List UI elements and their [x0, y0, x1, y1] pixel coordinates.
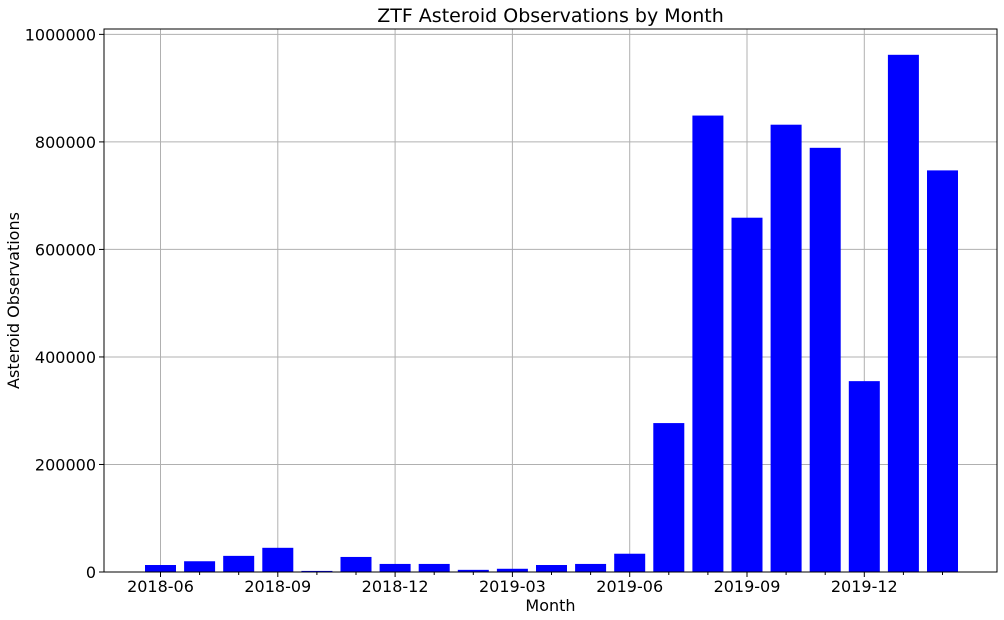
bar-2018-10: [301, 570, 333, 572]
bars: [145, 54, 958, 573]
bar-2018-12: [379, 563, 411, 572]
bar-2018-11: [340, 556, 372, 572]
y-tick-label: 200000: [35, 455, 96, 474]
bar-2019-05: [575, 563, 607, 572]
bar-2019-11: [809, 147, 841, 572]
y-tick-label: 0: [86, 563, 96, 582]
x-tick-label: 2019-06: [596, 577, 663, 596]
bar-2018-08: [223, 555, 255, 572]
bar-2019-04: [536, 565, 567, 572]
bar-2019-01: [418, 563, 450, 572]
x-tick-label: 2019-09: [714, 577, 781, 596]
bar-2018-06: [145, 565, 176, 572]
x-tick-label: 2019-12: [831, 577, 898, 596]
y-tick-label: 1000000: [25, 25, 96, 44]
bar-2018-09: [262, 547, 294, 572]
y-axis-label: Asteroid Observations: [4, 212, 23, 389]
bar-2019-02: [457, 569, 489, 572]
y-tick-label: 600000: [35, 240, 96, 259]
bar-2020-01: [887, 54, 919, 573]
x-tick-label: 2019-03: [479, 577, 546, 596]
x-tick-label: 2018-06: [127, 577, 194, 596]
bar-2019-12: [848, 381, 880, 572]
x-axis-label: Month: [525, 596, 575, 615]
y-tick-label: 400000: [35, 348, 96, 367]
ticks: 0 200000 400000 600000 800000 1000000 2018-06 2…: [25, 25, 943, 596]
bar-2019-08: [692, 115, 724, 572]
bar-2019-06: [614, 553, 646, 572]
bar-2019-03: [496, 568, 528, 572]
plot-frame: [103, 28, 998, 573]
x-tick-label: 2018-12: [362, 577, 429, 596]
grid-lines: [104, 29, 997, 573]
chart-title: ZTF Asteroid Observations by Month: [377, 5, 724, 27]
x-tick-label: 2018-09: [244, 577, 311, 596]
bar-2019-09: [731, 217, 763, 573]
y-tick-label: 800000: [35, 133, 96, 152]
bar-2019-07: [653, 423, 685, 572]
bar-2020-02: [927, 170, 958, 572]
bar-2019-10: [770, 124, 802, 573]
bar-2018-07: [184, 561, 216, 572]
